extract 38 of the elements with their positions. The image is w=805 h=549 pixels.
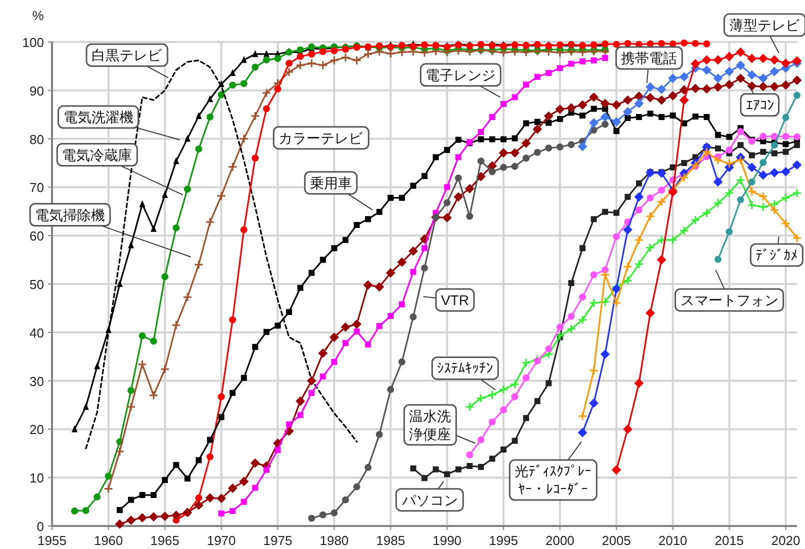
xtick: 2005 (602, 533, 631, 548)
xtick: 1990 (432, 533, 462, 548)
ytick: 90 (30, 83, 44, 98)
series-label: 白黒テレビ (92, 47, 162, 64)
ytick: 50 (30, 277, 44, 292)
ytick: 40 (30, 325, 44, 340)
xtick: 1970 (206, 533, 236, 548)
series-label: 携帯電話 (621, 50, 678, 66)
series-label: ﾃﾞｼﾞｶﾒ (756, 246, 798, 263)
ytick: 20 (30, 422, 44, 438)
series-label: カラーテレビ (278, 130, 364, 146)
xtick: 1995 (489, 533, 518, 548)
xtick: 1960 (94, 533, 123, 548)
ytick: 100 (22, 35, 44, 50)
ytick: 0 (36, 519, 44, 534)
xtick: 1955 (38, 533, 66, 548)
series-label: 電子レンジ (426, 66, 496, 83)
series-label: ｼｽﾃﾑｷｯﾁﾝ (437, 360, 494, 376)
xtick: 1985 (376, 533, 406, 548)
series-label: ｴｱｺﾝ (746, 96, 774, 113)
xtick: 1965 (150, 533, 180, 548)
ylabel: % (32, 8, 44, 23)
xtick: 2015 (714, 533, 744, 548)
ytick: 60 (30, 228, 44, 244)
series-label: 温水洗浄便座 (409, 408, 452, 442)
xtick: 2000 (546, 533, 574, 548)
ytick: 30 (30, 374, 44, 389)
series-label: VTR (440, 292, 469, 308)
xtick: 2020 (771, 533, 800, 548)
ytick: 70 (30, 180, 44, 196)
series-label: 薄型テレビ (729, 17, 800, 34)
ytick: 80 (30, 132, 44, 147)
series-label: 光ﾃﾞｨｽｸﾌﾟﾚｰﾔｰ・ﾚｺｰﾀﾞｰ (514, 463, 592, 498)
series-label: パソコン (401, 492, 458, 508)
xtick: 1980 (320, 533, 349, 548)
ytick: 10 (30, 470, 44, 486)
xtick: 1975 (263, 533, 292, 548)
xtick: 2010 (658, 533, 688, 548)
